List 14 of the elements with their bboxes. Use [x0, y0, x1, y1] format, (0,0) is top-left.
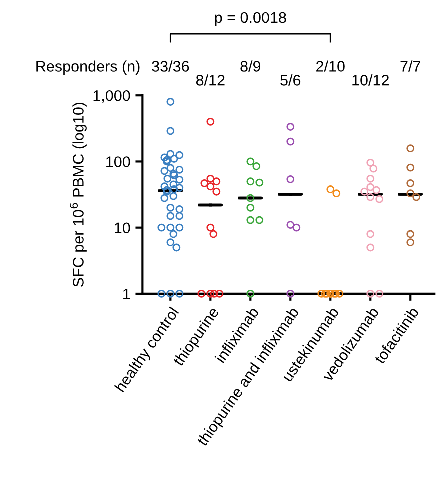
text: 5/6 [280, 74, 301, 86]
y-tick-label: 100 [106, 156, 130, 168]
text: 2/10 [316, 60, 345, 72]
text: 7/7 [400, 60, 420, 72]
text: 8/12 [196, 74, 225, 86]
y-axis-title: SFC per 10$^{6}$ PBMC (log10) [70, 102, 87, 287]
y-tick-label: 1,000 [94, 90, 130, 104]
y-tick-label: 10 [115, 222, 130, 234]
text: Responders (n) [36, 60, 140, 75]
text: 10/12 [352, 74, 389, 86]
text: 33/36 [152, 60, 190, 72]
text: 8/9 [240, 60, 261, 72]
text: p = 0.0018 [215, 12, 286, 26]
y-tick-label: 1 [124, 288, 130, 300]
